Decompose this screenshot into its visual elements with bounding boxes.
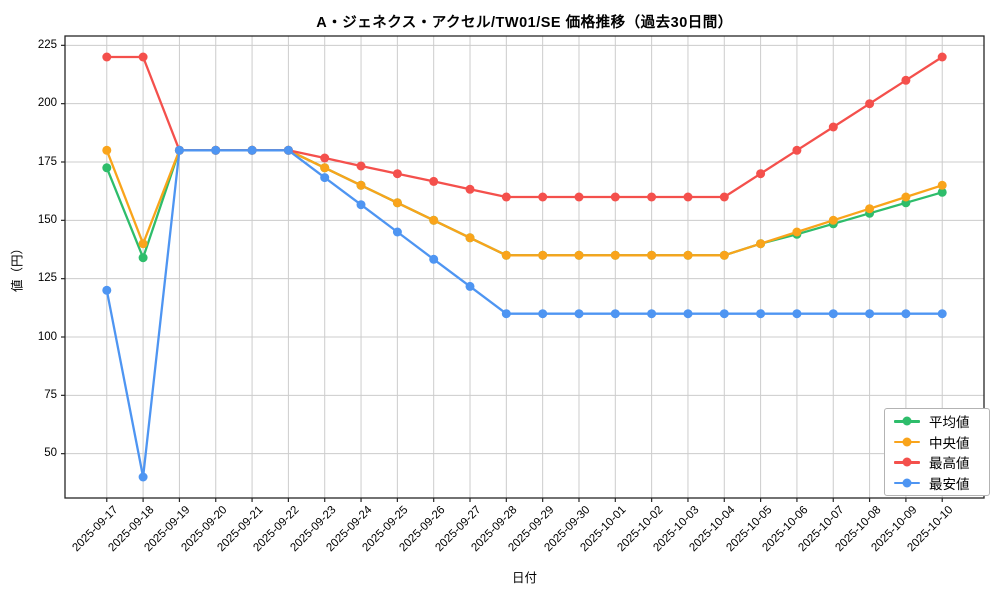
data-point-最高値 — [102, 52, 112, 62]
data-point-最高値 — [501, 192, 511, 202]
data-point-最高値 — [574, 192, 584, 202]
y-tick-label: 200 — [37, 97, 57, 110]
data-point-中央値 — [647, 250, 657, 260]
data-point-最高値 — [828, 122, 838, 132]
data-point-最高値 — [356, 161, 366, 171]
y-tick-label: 150 — [37, 213, 57, 226]
legend-label: 最高値 — [929, 456, 970, 472]
data-point-最高値 — [392, 169, 402, 179]
data-point-最高値 — [756, 169, 766, 179]
data-point-最安値 — [320, 173, 330, 183]
legend-swatch-icon — [894, 437, 920, 447]
data-point-最安値 — [211, 145, 221, 155]
data-point-最高値 — [865, 99, 875, 109]
data-point-最安値 — [719, 309, 729, 319]
data-point-最高値 — [610, 192, 620, 202]
data-point-最安値 — [501, 309, 511, 319]
data-point-最安値 — [574, 309, 584, 319]
legend-entry: 平均値 — [894, 411, 980, 431]
y-tick-label: 175 — [37, 155, 57, 168]
y-tick-label: 50 — [44, 447, 57, 460]
data-point-中央値 — [356, 180, 366, 190]
data-point-最安値 — [792, 309, 802, 319]
data-point-最高値 — [937, 52, 947, 62]
data-point-最安値 — [356, 200, 366, 210]
data-point-中央値 — [756, 239, 766, 249]
axes-spines — [64, 35, 985, 499]
data-point-最高値 — [429, 176, 439, 186]
data-point-中央値 — [538, 250, 548, 260]
data-point-最安値 — [647, 309, 657, 319]
legend-swatch-icon — [894, 478, 920, 488]
data-point-最安値 — [937, 309, 947, 319]
legend-entry: 最高値 — [894, 452, 980, 472]
legend-label: 中央値 — [929, 435, 970, 451]
data-point-最高値 — [683, 192, 693, 202]
chart-title: A・ジェネクス・アクセル/TW01/SE 価格推移（過去30日間） — [316, 15, 733, 31]
data-point-最安値 — [429, 254, 439, 264]
data-point-最高値 — [320, 153, 330, 163]
data-point-最安値 — [465, 281, 475, 291]
data-point-最安値 — [392, 227, 402, 237]
data-point-中央値 — [392, 198, 402, 208]
data-point-最安値 — [102, 285, 112, 295]
series-line-最安値 — [105, 149, 944, 479]
data-point-中央値 — [501, 250, 511, 260]
series-line-中央値 — [105, 149, 944, 257]
data-point-中央値 — [429, 215, 439, 225]
legend: 平均値中央値最高値最安値 — [884, 408, 990, 496]
legend-swatch-icon — [894, 457, 920, 467]
data-point-中央値 — [937, 180, 947, 190]
data-point-平均値 — [937, 187, 947, 197]
series-line-平均値 — [105, 149, 944, 259]
data-point-中央値 — [792, 227, 802, 237]
data-point-最安値 — [247, 145, 257, 155]
data-point-最安値 — [138, 472, 148, 482]
data-point-中央値 — [719, 250, 729, 260]
y-tick-label: 100 — [37, 330, 57, 343]
data-point-最安値 — [901, 309, 911, 319]
data-point-最安値 — [174, 145, 184, 155]
data-point-最安値 — [610, 309, 620, 319]
data-point-最高値 — [792, 145, 802, 155]
data-point-中央値 — [828, 215, 838, 225]
data-point-最安値 — [683, 309, 693, 319]
y-tick-label: 125 — [37, 272, 57, 285]
data-point-中央値 — [683, 250, 693, 260]
legend-entry: 最安値 — [894, 473, 980, 493]
data-point-最高値 — [647, 192, 657, 202]
y-tick-label: 75 — [44, 388, 57, 401]
data-point-平均値 — [102, 163, 112, 173]
data-point-最高値 — [465, 184, 475, 194]
data-point-中央値 — [901, 192, 911, 202]
data-point-最安値 — [283, 145, 293, 155]
data-point-中央値 — [465, 233, 475, 243]
data-point-最安値 — [538, 309, 548, 319]
data-point-中央値 — [610, 250, 620, 260]
series-line-最高値 — [105, 55, 944, 199]
data-point-最安値 — [828, 309, 838, 319]
data-point-平均値 — [138, 253, 148, 263]
data-point-中央値 — [574, 250, 584, 260]
data-point-最高値 — [538, 192, 548, 202]
x-axis-label: 日付 — [511, 571, 537, 585]
data-point-最高値 — [901, 75, 911, 85]
data-point-中央値 — [102, 145, 112, 155]
legend-label: 平均値 — [929, 415, 970, 431]
data-point-最安値 — [756, 309, 766, 319]
legend-label: 最安値 — [929, 476, 970, 492]
data-point-最高値 — [138, 52, 148, 62]
data-point-中央値 — [138, 239, 148, 249]
legend-entry: 中央値 — [894, 432, 980, 452]
legend-swatch-icon — [894, 416, 920, 426]
y-tick-label: 225 — [37, 38, 57, 51]
data-point-最安値 — [865, 309, 875, 319]
data-point-中央値 — [865, 204, 875, 214]
data-point-最高値 — [719, 192, 729, 202]
data-point-中央値 — [320, 163, 330, 173]
